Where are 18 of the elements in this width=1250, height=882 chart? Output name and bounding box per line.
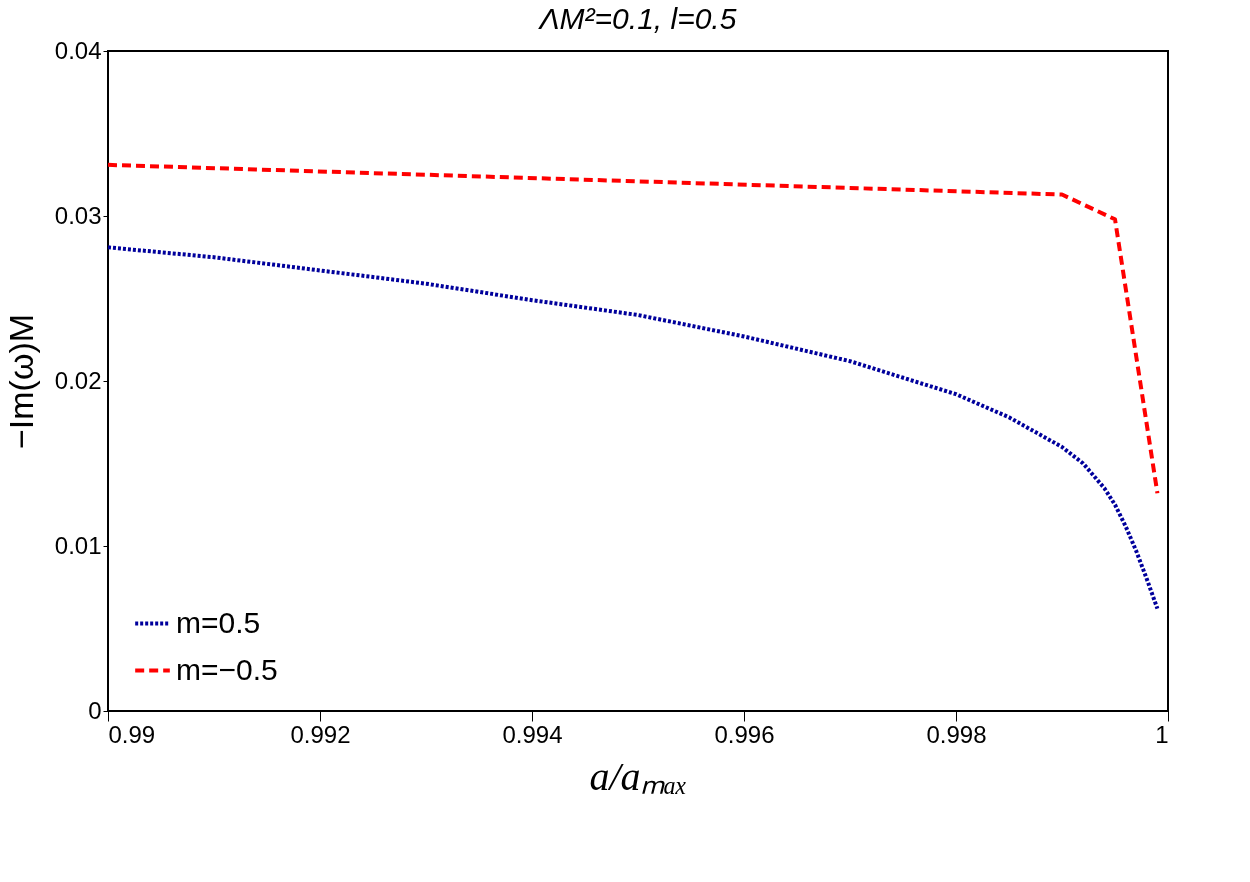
y-tick-label: 0.04 <box>54 36 102 64</box>
line-series <box>106 245 1160 611</box>
y-tick-label: 0.01 <box>54 531 102 559</box>
x-axis-title: a/aₘₐₓ <box>589 753 688 799</box>
legend-label: m=0.5 <box>176 605 261 639</box>
y-tick-label: 0.03 <box>54 201 102 229</box>
chart-title: ΛM²=0.1, l=0.5 <box>537 2 737 35</box>
legend-label: m=−0.5 <box>176 652 278 686</box>
y-axis-title: −Im(ω)M <box>1 313 40 450</box>
x-tick-label: 0.992 <box>290 720 351 748</box>
x-tick-label: 0.996 <box>714 720 775 748</box>
line-series <box>106 162 1160 496</box>
x-tick-label: 0.994 <box>502 720 563 748</box>
x-tick-label: 0.998 <box>926 720 987 748</box>
x-tick-label: 0.99 <box>108 720 156 748</box>
x-tick-label: 1 <box>1155 720 1169 748</box>
y-tick-label: 0.02 <box>54 366 102 394</box>
y-tick-label: 0 <box>88 696 102 724</box>
